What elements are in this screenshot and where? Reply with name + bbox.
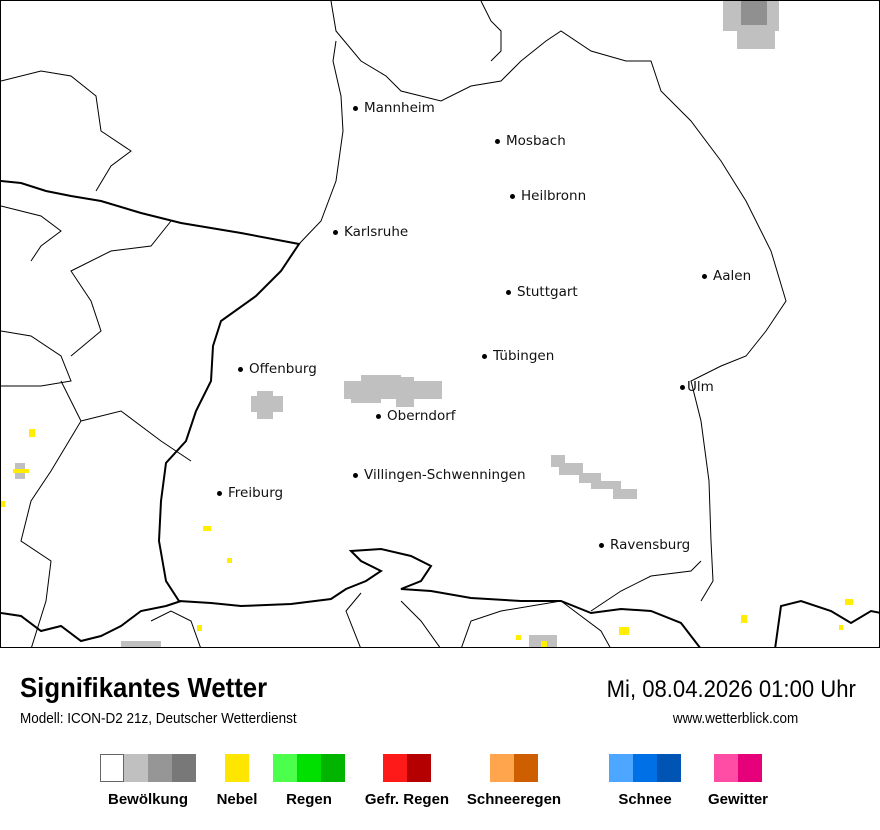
model-info: Modell: ICON-D2 21z, Deutscher Wetterdie… <box>20 710 297 727</box>
legend-swatch <box>273 754 297 782</box>
legend-swatch <box>609 754 633 782</box>
city-dot-icon <box>376 413 381 419</box>
legend-swatch <box>321 754 345 782</box>
legend-label: Regen <box>286 791 332 808</box>
legend-item: Gewitter <box>678 754 798 808</box>
city-label: Oberndorf <box>376 409 456 424</box>
city-dot-icon <box>510 193 515 199</box>
legend-swatch <box>225 754 249 782</box>
map-borders <box>1 1 879 647</box>
city-label: Mosbach <box>495 134 566 149</box>
legend-item: Schneeregen <box>454 754 574 808</box>
city-dot-icon <box>238 366 243 372</box>
city-label: Aalen <box>702 269 751 284</box>
thick-borders <box>1 180 879 647</box>
city-dot-icon <box>599 542 604 548</box>
page-title: Signifikantes Wetter <box>20 672 268 703</box>
city-label: Tübingen <box>482 349 554 364</box>
fog-areas <box>1 429 853 647</box>
city-dot-icon <box>217 490 222 496</box>
legend-label: Bewölkung <box>107 791 188 808</box>
legend-swatch <box>297 754 321 782</box>
legend-swatch <box>148 754 172 782</box>
legend-label: Schnee <box>618 791 672 808</box>
city-label: Freiburg <box>217 486 283 501</box>
legend-label: Gewitter <box>707 791 768 808</box>
legend-label: Schneeregen <box>466 791 562 808</box>
legend-label: Nebel <box>216 791 258 808</box>
city-dot-icon <box>680 384 685 390</box>
legend-swatches <box>678 754 798 782</box>
legend-swatch <box>633 754 657 782</box>
legend-swatch <box>383 754 407 782</box>
legend-swatch <box>172 754 196 782</box>
city-dot-icon <box>702 273 707 279</box>
legend-item: Bewölkung <box>88 754 208 808</box>
legend-swatches <box>177 754 297 782</box>
city-label: Heilbronn <box>510 189 586 204</box>
legend-swatches <box>249 754 369 782</box>
legend-swatch <box>714 754 738 782</box>
city-label: Ravensburg <box>599 538 690 553</box>
legend-label: Gefr. Regen <box>364 791 450 808</box>
website-link: www.wetterblick.com <box>672 710 798 727</box>
city-label: Offenburg <box>238 362 317 377</box>
legend-item: Schnee <box>585 754 705 808</box>
weather-map: Mannheim Mosbach Heilbronn Karlsruhe Aal… <box>0 0 880 648</box>
legend-item: Nebel <box>177 754 297 808</box>
legend-swatch <box>738 754 762 782</box>
city-dot-icon <box>353 472 358 478</box>
legend-swatch <box>124 754 148 782</box>
legend-swatches <box>454 754 574 782</box>
city-dot-icon <box>333 229 338 235</box>
legend-swatch <box>514 754 538 782</box>
legend-swatches <box>347 754 467 782</box>
city-dot-icon <box>353 105 358 111</box>
city-label: Ulm <box>680 380 714 395</box>
city-dot-icon <box>506 289 511 295</box>
legend-swatches <box>88 754 208 782</box>
city-label: Villingen-Schwenningen <box>353 468 526 483</box>
legend-item: Regen <box>249 754 369 808</box>
legend-swatch <box>657 754 681 782</box>
legend-item: Gefr. Regen <box>347 754 467 808</box>
forecast-datetime: Mi, 08.04.2026 01:00 Uhr <box>606 676 856 703</box>
legend-swatch <box>490 754 514 782</box>
thin-borders <box>1 1 787 647</box>
city-label: Mannheim <box>353 101 435 116</box>
legend-swatches <box>585 754 705 782</box>
city-label: Karlsruhe <box>333 225 408 240</box>
legend-swatch <box>407 754 431 782</box>
city-dot-icon <box>495 138 500 144</box>
city-dot-icon <box>482 353 487 359</box>
legend-swatch <box>100 754 124 782</box>
city-label: Stuttgart <box>506 285 578 300</box>
